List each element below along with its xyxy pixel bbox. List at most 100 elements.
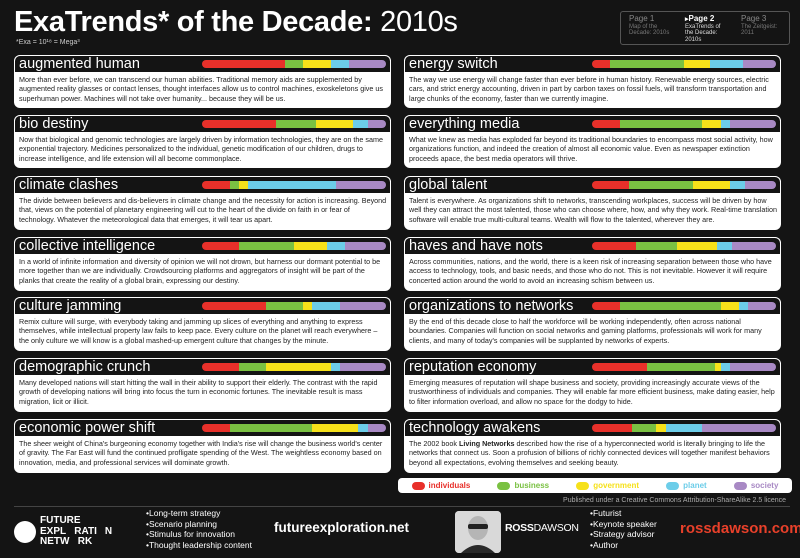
rd-website-link[interactable]: rossdawson.com: [680, 520, 800, 537]
mix-segment-planet: [327, 242, 346, 250]
trend-card: bio destiny Now that biological and geno…: [14, 115, 391, 168]
trend-card: technology awakens The 2002 book Living …: [404, 419, 781, 473]
mix-segment-society: [744, 181, 776, 189]
trend-card: collective intelligence In a world of in…: [14, 237, 391, 291]
trend-card: demographic crunch Many developed nation…: [14, 358, 391, 412]
trend-mix-bar: [202, 242, 386, 250]
trend-description: By the end of this decade close to half …: [409, 317, 762, 345]
trend-card: haves and have nots Across communities, …: [404, 237, 781, 291]
mix-segment-government: [715, 363, 721, 371]
mix-segment-business: [238, 363, 267, 371]
legend-swatch: [411, 481, 425, 490]
mix-segment-society: [349, 60, 386, 68]
trend-mix-bar: [202, 60, 386, 68]
mix-segment-society: [729, 363, 776, 371]
mix-segment-planet: [330, 60, 350, 68]
trend-description: The divide between believers and dis-bel…: [19, 196, 387, 224]
trend-card: reputation economy Emerging measures of …: [404, 358, 781, 412]
mix-segment-individuals: [202, 60, 285, 68]
mix-segment-government: [316, 120, 353, 128]
trend-description: More than ever before, we can transcend …: [19, 75, 383, 103]
trend-card: climate clashes The divide between belie…: [14, 176, 391, 230]
page-link-2[interactable]: Page 2 ExaTrends of the Decade: 2010s: [677, 12, 733, 44]
mix-segment-government: [303, 60, 331, 68]
trend-mix-bar: [592, 60, 776, 68]
license-note: Published under a Creative Commons Attri…: [563, 497, 786, 504]
trend-title: collective intelligence: [19, 238, 156, 254]
mix-segment-society: [345, 242, 386, 250]
trend-mix-bar: [592, 120, 776, 128]
mix-segment-society: [336, 181, 386, 189]
mix-segment-business: [632, 424, 657, 432]
mix-segment-planet: [247, 181, 337, 189]
mix-segment-society: [748, 302, 776, 310]
future-exploration-logo[interactable]: FUTURE EXPL RATI NETW RK N: [14, 515, 112, 548]
page-link-3[interactable]: Page 3 The Zeitgeist: 2011: [741, 14, 778, 37]
mix-segment-planet: [312, 302, 340, 310]
portrait-icon: [455, 511, 501, 553]
author-photo: [455, 511, 501, 553]
trend-description: The sheer weight of China's burgeoning e…: [19, 439, 383, 467]
page-navigation: Page 1 Map of the Decade: 2010s Page 2 E…: [620, 11, 790, 45]
trend-mix-bar: [592, 181, 776, 189]
mix-segment-society: [367, 120, 386, 128]
trend-title: demographic crunch: [19, 359, 151, 375]
trend-title: bio destiny: [19, 116, 89, 132]
globe-icon: [14, 520, 36, 543]
legend-swatch: [666, 481, 680, 490]
mix-segment-business: [636, 242, 677, 250]
mix-segment-planet: [729, 181, 745, 189]
mix-segment-individuals: [202, 181, 230, 189]
trend-mix-bar: [592, 242, 776, 250]
mix-segment-government: [293, 242, 328, 250]
mix-segment-government: [266, 363, 331, 371]
trend-title: haves and have nots: [409, 238, 543, 254]
mix-segment-business: [284, 60, 304, 68]
trend-description: Now that biological and genomic technolo…: [19, 135, 383, 163]
mix-segment-business: [229, 424, 313, 432]
mix-segment-government: [702, 120, 721, 128]
trend-description: Emerging measures of reputation will sha…: [409, 378, 775, 406]
trend-description: In a world of infinite information and d…: [19, 257, 381, 285]
page-link-1[interactable]: Page 1 Map of the Decade: 2010s: [629, 14, 670, 37]
trend-description: Many developed nations will start hittin…: [19, 378, 378, 406]
mix-segment-society: [702, 424, 776, 432]
trend-card: everything media What we knew as media h…: [404, 115, 781, 168]
mix-segment-planet: [352, 120, 368, 128]
fe-website-link[interactable]: futureexploration.net: [274, 520, 410, 535]
mix-segment-business: [266, 302, 304, 310]
mix-segment-individuals: [592, 60, 611, 68]
mix-segment-society: [367, 424, 386, 432]
trend-description: The 2002 book Living Networks described …: [409, 439, 770, 467]
mix-segment-society: [731, 242, 776, 250]
trend-mix-bar: [592, 302, 776, 310]
legend-item-individuals: individuals: [411, 481, 470, 490]
mix-segment-planet: [720, 120, 730, 128]
trend-card: augmented human More than ever before, w…: [14, 55, 391, 108]
trend-title: everything media: [409, 116, 520, 132]
trend-title: climate clashes: [19, 177, 119, 193]
category-legend: individuals business government planet s…: [398, 478, 792, 493]
trend-title: technology awakens: [409, 420, 541, 436]
mix-segment-government: [312, 424, 359, 432]
mix-segment-planet: [330, 363, 340, 371]
trend-title: augmented human: [19, 56, 140, 72]
mix-segment-business: [619, 120, 703, 128]
mix-segment-planet: [720, 363, 730, 371]
mix-segment-planet: [717, 242, 732, 250]
trend-title: economic power shift: [19, 420, 156, 436]
mix-segment-government: [656, 424, 666, 432]
legend-swatch: [733, 481, 747, 490]
mix-segment-individuals: [202, 363, 239, 371]
trend-mix-bar: [592, 424, 776, 432]
mix-segment-individuals: [202, 302, 267, 310]
mix-segment-individuals: [202, 120, 276, 128]
mix-segment-government: [693, 181, 730, 189]
mix-segment-government: [238, 181, 248, 189]
mix-segment-business: [628, 181, 694, 189]
mix-segment-individuals: [592, 302, 620, 310]
legend-swatch: [576, 481, 590, 490]
mix-segment-planet: [709, 60, 743, 68]
mix-segment-individuals: [592, 424, 633, 432]
trend-mix-bar: [202, 302, 386, 310]
